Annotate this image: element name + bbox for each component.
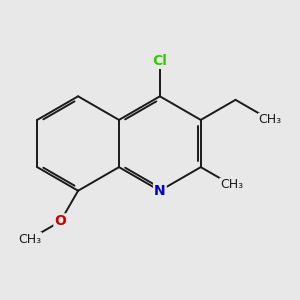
Text: Cl: Cl: [152, 54, 167, 68]
Text: CH₃: CH₃: [18, 232, 41, 246]
Text: N: N: [154, 184, 166, 198]
Text: CH₃: CH₃: [220, 178, 243, 191]
Text: O: O: [54, 214, 66, 228]
Text: CH₃: CH₃: [259, 113, 282, 126]
